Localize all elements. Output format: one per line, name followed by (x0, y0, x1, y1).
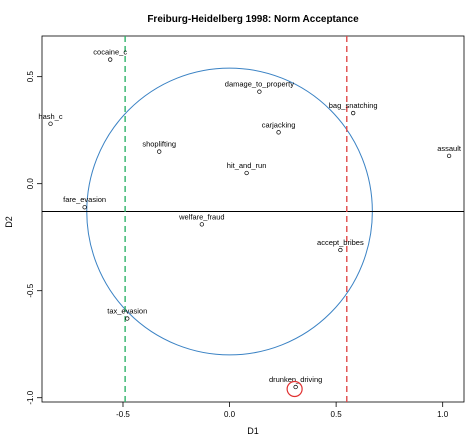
data-point-shoplifting (157, 149, 162, 154)
chart-title: Freiburg-Heidelberg 1998: Norm Acceptanc… (147, 14, 359, 25)
data-point-hash-c (48, 121, 53, 126)
data-point-damage-to-property (257, 89, 262, 94)
data-label-bag-snatching: bag_snatching (329, 101, 378, 110)
data-label-assault: assault (437, 144, 462, 153)
data-label-hit-and-run: hit_and_run (227, 161, 267, 170)
y-tick-label: 0.5 (26, 71, 35, 83)
data-label-fare-evasion: fare_evasion (63, 195, 106, 204)
data-label-hash-c: hash_c (38, 112, 62, 121)
plot-frame (41, 35, 465, 403)
data-point-carjacking (276, 130, 281, 135)
data-point-drunken-driving (293, 384, 298, 390)
data-point-hit-and-run (244, 170, 249, 176)
data-label-shoplifting: shoplifting (142, 140, 176, 149)
x-axis-title: D1 (247, 426, 259, 436)
data-point-fare-evasion (82, 205, 87, 210)
data-point-assault (446, 153, 452, 159)
data-label-carjacking: carjacking (262, 120, 296, 129)
data-point-tax-evasion (125, 316, 130, 321)
data-point-bag-snatching (351, 110, 356, 116)
data-label-tax-evasion: tax_evasion (107, 307, 147, 316)
data-point-cocaine-c (108, 57, 113, 62)
x-tick-label: 1.0 (437, 410, 449, 419)
x-tick-label: -0.5 (116, 410, 130, 419)
data-label-damage-to-property: damage_to_property (225, 80, 294, 89)
y-tick-label: -1.0 (26, 390, 35, 404)
data-label-accept-bribes: accept_bribes (317, 238, 364, 247)
data-point-welfare-fraud (199, 222, 204, 227)
y-tick-label: 0.0 (26, 178, 35, 190)
y-axis-title: D2 (4, 216, 14, 228)
y-tick-label: -0.5 (26, 283, 35, 297)
data-point-accept-bribes (338, 247, 343, 253)
x-tick-label: 0.5 (331, 410, 343, 419)
plot-layer: -0.5 0.0 0.5 1.0 -1.0 -0.5 0.0 0.5 cocaine_chash… (26, 36, 464, 419)
data-label-cocaine-c: cocaine_c (93, 48, 127, 57)
x-tick-label: 0.0 (224, 410, 236, 419)
highlight-ring (286, 380, 303, 398)
data-label-drunken-driving: drunken_driving (269, 375, 322, 384)
data-label-welfare-fraud: welfare_fraud (178, 212, 224, 221)
